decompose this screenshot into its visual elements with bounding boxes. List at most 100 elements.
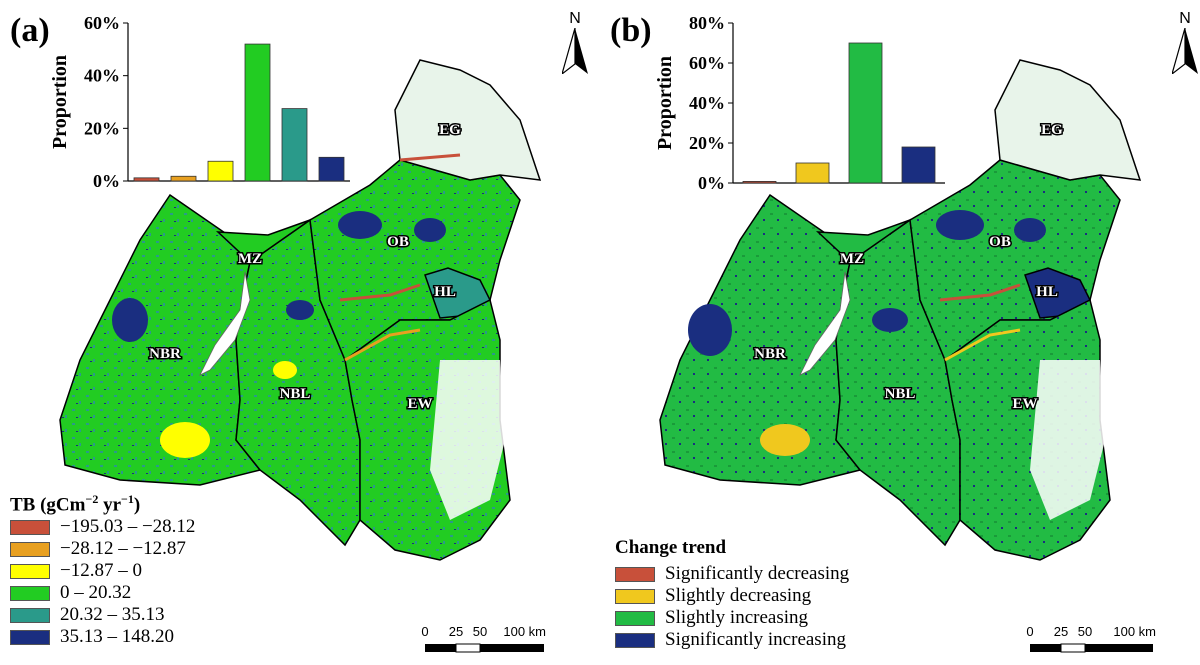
map-patch	[338, 211, 382, 239]
map-region-eg	[994, 59, 1142, 181]
panel-label: (b)	[610, 12, 652, 49]
lake	[199, 271, 251, 376]
legend-swatch	[615, 610, 655, 626]
lake	[799, 271, 851, 376]
north-arrow-icon	[560, 27, 588, 76]
bar	[170, 175, 197, 182]
legend-title: Change trend	[615, 537, 727, 558]
legend-a: TB (gCm−2 yr−1) −195.03 – −28.12 −28.12 –…	[10, 492, 195, 648]
legend-label: Significantly decreasing	[665, 563, 850, 584]
map-streak	[944, 328, 1021, 362]
region-label-hl: HL	[1036, 284, 1058, 300]
scale-tick: 0	[1026, 624, 1033, 639]
legend-rows: Significantly decreasing Slightly decreas…	[615, 563, 849, 651]
panel-label: (a)	[10, 12, 50, 49]
bar	[742, 180, 777, 184]
legend-b: Change trend Significantly decreasing Sli…	[615, 537, 849, 651]
scale-tick: 50	[1078, 624, 1092, 639]
north-arrow-icon	[1170, 27, 1198, 76]
legend-label: −12.87 – 0	[60, 560, 142, 582]
region-label-mz: MZ	[238, 251, 262, 267]
scale-tick: 25	[449, 624, 463, 639]
y-tick-label: 20%	[84, 118, 120, 138]
legend-item: Significantly decreasing	[615, 563, 849, 585]
region-label-ew: EW	[1012, 396, 1037, 412]
map-patch	[160, 422, 210, 458]
legend-item: Slightly decreasing	[615, 585, 849, 607]
map-streak	[399, 153, 461, 162]
north-arrow: N	[555, 10, 595, 79]
bar	[848, 42, 883, 184]
bar	[281, 108, 308, 182]
legend-item: 20.32 – 35.13	[10, 604, 195, 626]
map-patch	[936, 210, 984, 240]
y-tick-label: 20%	[689, 133, 725, 153]
legend-swatch	[10, 541, 50, 557]
region-label-eg: EG	[439, 122, 461, 138]
legend-swatch	[615, 632, 655, 648]
map-patch	[872, 308, 908, 332]
legend-item: Slightly increasing	[615, 607, 849, 629]
legend-swatch	[10, 585, 50, 601]
panel-b: (b) EG OB MZ HL NBR NBL EW	[600, 0, 1200, 665]
legend-item: −12.87 – 0	[10, 560, 195, 582]
region-label-mz: MZ	[840, 251, 864, 267]
forest-white-patch	[1030, 360, 1105, 520]
legend-swatch	[10, 629, 50, 645]
region-label-nbl: NBL	[885, 386, 916, 402]
y-tick-label: 0%	[698, 173, 725, 193]
map-streak	[339, 283, 421, 302]
legend-label: Slightly decreasing	[665, 585, 812, 606]
y-tick-label: 40%	[689, 93, 725, 113]
legend-item: −195.03 – −28.12	[10, 516, 195, 538]
legend-item: 35.13 – 148.20	[10, 626, 195, 648]
y-tick-label: 40%	[84, 66, 120, 86]
map-patch	[414, 218, 446, 242]
bar	[795, 162, 830, 184]
y-tick-label: 80%	[689, 13, 725, 33]
legend-label: 20.32 – 35.13	[60, 604, 165, 626]
region-label-nbr: NBR	[754, 346, 786, 362]
region-label-ob: OB	[989, 234, 1011, 250]
legend-label: 0 – 20.32	[60, 582, 132, 604]
panel-a: (a) EG	[10, 8, 595, 653]
forest-white-patch	[430, 360, 505, 520]
map-patch	[273, 361, 297, 379]
region-label-eg: EG	[1041, 122, 1063, 138]
legend-title: TB (gCm−2 yr−1)	[10, 492, 141, 516]
north-arrow: N	[1165, 10, 1200, 79]
map-streak	[939, 283, 1021, 302]
bar-chart-b: 0% 20% 40% 60% 80% Proportion	[654, 8, 955, 213]
legend-item: 0 – 20.32	[10, 582, 195, 604]
study-area-map: EG OB MZ HL NBR NBL EW	[59, 59, 542, 561]
map-patch	[286, 300, 314, 320]
bar-chart-a-svg: 0% 20% 40% 60% Proportion	[49, 13, 350, 191]
y-axis-label: Proportion	[655, 56, 676, 150]
y-tick-label: 60%	[84, 13, 120, 33]
y-tick-label: 60%	[689, 53, 725, 73]
map-streak	[344, 328, 421, 362]
map-patch	[1014, 218, 1046, 242]
study-area-map: EG OB MZ HL NBR NBL EW	[659, 59, 1142, 561]
region-label-nbl: NBL	[280, 386, 311, 402]
scale-tick: 50	[473, 624, 487, 639]
legend-swatch	[10, 519, 50, 535]
y-axis-label: Proportion	[50, 55, 71, 149]
map-patch	[688, 304, 732, 356]
region-label-nbr: NBR	[149, 346, 181, 362]
legend-label: Significantly increasing	[665, 629, 846, 650]
legend-item: −28.12 – −12.87	[10, 538, 195, 560]
scale-bar-graphic: 0 25 50 100 km	[1026, 624, 1156, 653]
map-region-eg	[394, 59, 542, 181]
scale-tick: 100 km	[503, 624, 546, 639]
map-patch	[112, 298, 148, 342]
bar-chart-a: 0% 20% 40% 60% Proportion	[49, 8, 360, 213]
legend-label: Slightly increasing	[665, 607, 809, 628]
legend-label: −28.12 – −12.87	[60, 538, 186, 560]
scale-bar: 0 25 50 100 km	[1025, 624, 1160, 663]
bar-chart-b-svg: 0% 20% 40% 60% 80% Proportion	[654, 13, 945, 193]
legend-swatch	[10, 563, 50, 579]
legend-swatch	[615, 566, 655, 582]
scale-tick: 25	[1054, 624, 1068, 639]
legend-label: −195.03 – −28.12	[60, 516, 196, 538]
